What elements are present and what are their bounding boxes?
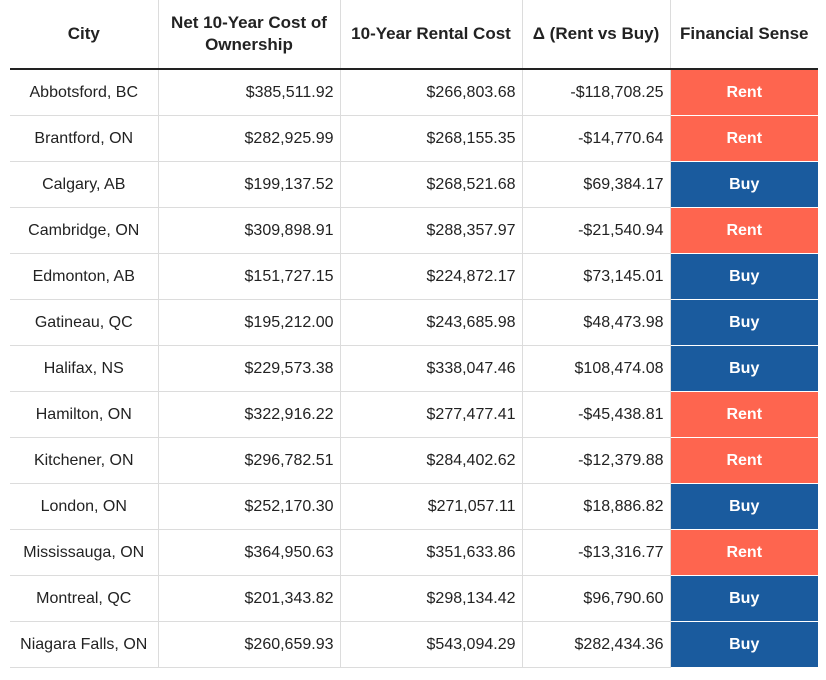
city-cell: Gatineau, QC — [10, 299, 159, 346]
ownership-cost-cell: $322,916.22 — [158, 391, 341, 438]
rental-cost-cell: $277,477.41 — [340, 391, 523, 438]
city-cell: Halifax, NS — [10, 345, 159, 392]
city-cell: Cambridge, ON — [10, 207, 159, 254]
delta-cell: $69,384.17 — [522, 161, 671, 208]
city-cell: Edmonton, AB — [10, 253, 159, 300]
delta-cell: -$45,438.81 — [522, 391, 671, 438]
column-header-city: City — [10, 0, 159, 70]
rental-cost-cell: $266,803.68 — [340, 69, 523, 116]
city-cell: Kitchener, ON — [10, 437, 159, 484]
delta-cell: $96,790.60 — [522, 575, 671, 622]
ownership-cost-cell: $309,898.91 — [158, 207, 341, 254]
rental-cost-cell: $224,872.17 — [340, 253, 523, 300]
city-cell: Montreal, QC — [10, 575, 159, 622]
table-row: Brantford, ON $282,925.99 $268,155.35 -$14,… — [10, 115, 818, 162]
column-header-rental-cost: 10-Year Rental Cost — [340, 0, 523, 70]
ownership-cost-cell: $364,950.63 — [158, 529, 341, 576]
delta-cell: -$12,379.88 — [522, 437, 671, 484]
column-header-financial-sense: Financial Sense — [670, 0, 818, 70]
ownership-cost-cell: $385,511.92 — [158, 69, 341, 116]
financial-sense-cell: Buy — [670, 253, 818, 300]
financial-sense-cell: Rent — [670, 529, 818, 576]
financial-sense-cell: Buy — [670, 161, 818, 208]
delta-cell: -$21,540.94 — [522, 207, 671, 254]
table-row: Niagara Falls, ON $260,659.93 $543,094.29 $… — [10, 621, 818, 668]
ownership-cost-cell: $201,343.82 — [158, 575, 341, 622]
rental-cost-cell: $288,357.97 — [340, 207, 523, 254]
delta-cell: $73,145.01 — [522, 253, 671, 300]
table-row: Calgary, AB $199,137.52 $268,521.68 $69,384… — [10, 161, 818, 208]
column-header-ownership-cost: Net 10-Year Cost of Ownership — [158, 0, 341, 70]
rental-cost-cell: $268,155.35 — [340, 115, 523, 162]
table-row: Halifax, NS $229,573.38 $338,047.46 $108,47… — [10, 345, 818, 392]
rent-vs-buy-table: City Net 10-Year Cost of Ownership 10-Ye… — [10, 0, 818, 668]
financial-sense-cell: Rent — [670, 207, 818, 254]
ownership-cost-cell: $195,212.00 — [158, 299, 341, 346]
delta-cell: -$118,708.25 — [522, 69, 671, 116]
city-cell: Abbotsford, BC — [10, 69, 159, 116]
table-row: Edmonton, AB $151,727.15 $224,872.17 $73,14… — [10, 253, 818, 300]
delta-cell: -$14,770.64 — [522, 115, 671, 162]
ownership-cost-cell: $282,925.99 — [158, 115, 341, 162]
table-body: Abbotsford, BC $385,511.92 $266,803.68 -$11… — [10, 69, 818, 668]
rental-cost-cell: $543,094.29 — [340, 621, 523, 668]
table-row: Abbotsford, BC $385,511.92 $266,803.68 -$11… — [10, 69, 818, 116]
column-header-delta: Δ (Rent vs Buy) — [522, 0, 671, 70]
delta-cell: $282,434.36 — [522, 621, 671, 668]
ownership-cost-cell: $199,137.52 — [158, 161, 341, 208]
ownership-cost-cell: $296,782.51 — [158, 437, 341, 484]
delta-cell: $108,474.08 — [522, 345, 671, 392]
table-row: Mississauga, ON $364,950.63 $351,633.86 -$1… — [10, 529, 818, 576]
rent-vs-buy-table-container: City Net 10-Year Cost of Ownership 10-Ye… — [10, 0, 818, 668]
delta-cell: $18,886.82 — [522, 483, 671, 530]
ownership-cost-cell: $260,659.93 — [158, 621, 341, 668]
financial-sense-cell: Buy — [670, 621, 818, 668]
header-row: City Net 10-Year Cost of Ownership 10-Ye… — [10, 0, 818, 70]
ownership-cost-cell: $252,170.30 — [158, 483, 341, 530]
rental-cost-cell: $338,047.46 — [340, 345, 523, 392]
rental-cost-cell: $284,402.62 — [340, 437, 523, 484]
city-cell: Brantford, ON — [10, 115, 159, 162]
delta-cell: -$13,316.77 — [522, 529, 671, 576]
table-row: Cambridge, ON $309,898.91 $288,357.97 -$21,… — [10, 207, 818, 254]
table-row: Gatineau, QC $195,212.00 $243,685.98 $48,47… — [10, 299, 818, 346]
rental-cost-cell: $298,134.42 — [340, 575, 523, 622]
table-row: Montreal, QC $201,343.82 $298,134.42 $96,79… — [10, 575, 818, 622]
delta-cell: $48,473.98 — [522, 299, 671, 346]
financial-sense-cell: Buy — [670, 299, 818, 346]
table-header: City Net 10-Year Cost of Ownership 10-Ye… — [10, 0, 818, 70]
rental-cost-cell: $243,685.98 — [340, 299, 523, 346]
rental-cost-cell: $271,057.11 — [340, 483, 523, 530]
rental-cost-cell: $351,633.86 — [340, 529, 523, 576]
rental-cost-cell: $268,521.68 — [340, 161, 523, 208]
ownership-cost-cell: $229,573.38 — [158, 345, 341, 392]
table-row: London, ON $252,170.30 $271,057.11 $18,886.… — [10, 483, 818, 530]
financial-sense-cell: Buy — [670, 575, 818, 622]
financial-sense-cell: Buy — [670, 483, 818, 530]
city-cell: Hamilton, ON — [10, 391, 159, 438]
city-cell: Calgary, AB — [10, 161, 159, 208]
city-cell: Mississauga, ON — [10, 529, 159, 576]
city-cell: London, ON — [10, 483, 159, 530]
city-cell: Niagara Falls, ON — [10, 621, 159, 668]
ownership-cost-cell: $151,727.15 — [158, 253, 341, 300]
table-row: Hamilton, ON $322,916.22 $277,477.41 -$45,4… — [10, 391, 818, 438]
financial-sense-cell: Buy — [670, 345, 818, 392]
financial-sense-cell: Rent — [670, 437, 818, 484]
financial-sense-cell: Rent — [670, 115, 818, 162]
table-row: Kitchener, ON $296,782.51 $284,402.62 -$12,… — [10, 437, 818, 484]
financial-sense-cell: Rent — [670, 391, 818, 438]
financial-sense-cell: Rent — [670, 69, 818, 116]
